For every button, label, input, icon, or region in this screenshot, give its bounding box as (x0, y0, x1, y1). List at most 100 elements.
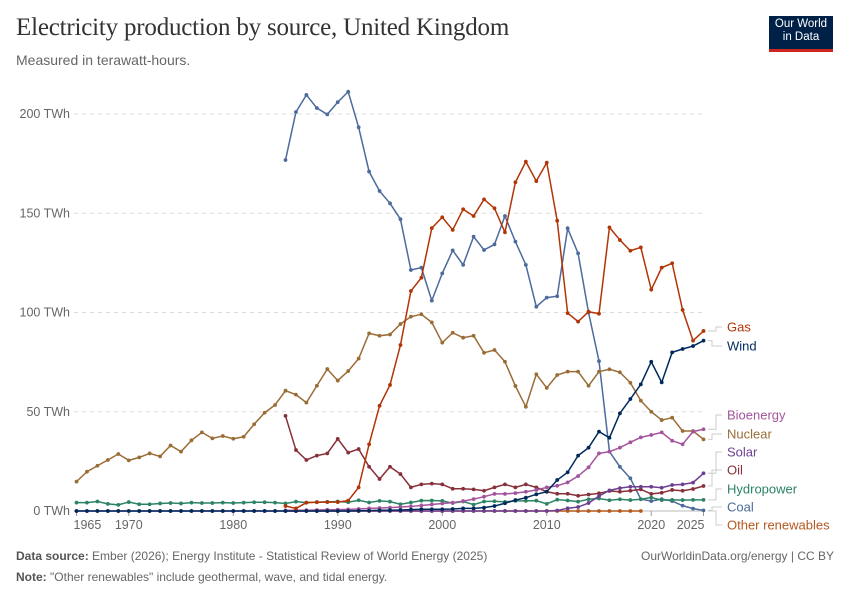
series-wind (74, 338, 706, 513)
series-line-oil (284, 415, 704, 497)
data-point-other-renewables (597, 509, 601, 513)
data-point-nuclear (158, 454, 163, 459)
data-point-nuclear (565, 369, 570, 374)
data-point-wind (523, 495, 528, 500)
data-point-hydropower (586, 497, 591, 502)
data-point-oil (628, 488, 633, 493)
data-point-hydropower (628, 498, 633, 502)
data-point-oil (565, 491, 570, 496)
data-point-nuclear (388, 332, 392, 337)
data-point-nuclear (523, 404, 528, 409)
data-point-nuclear (670, 415, 675, 420)
data-point-wind (409, 507, 413, 512)
data-point-oil (388, 464, 392, 469)
data-point-wind (158, 509, 163, 513)
legend-label-nuclear[interactable]: Nuclear (727, 427, 772, 442)
data-point-gas (607, 225, 612, 230)
data-point-nuclear (356, 356, 361, 361)
series-bioenergy (283, 427, 706, 513)
data-point-wind (440, 507, 445, 512)
legend-label-wind[interactable]: Wind (727, 339, 757, 354)
data-point-oil (409, 485, 413, 490)
data-point-bioenergy (482, 494, 486, 499)
data-point-oil (649, 492, 654, 496)
data-point-wind (607, 435, 612, 440)
owid-logo[interactable]: Our World in Data (769, 16, 833, 52)
series-line-wind (76, 340, 704, 512)
data-point-gas (670, 261, 675, 266)
data-point-wind (105, 509, 110, 513)
legend-label-hydropower[interactable]: Hydropower (727, 482, 798, 497)
data-point-coal (461, 262, 466, 267)
data-point-hydropower (544, 501, 549, 506)
data-point-solar (691, 480, 695, 485)
data-point-bioenergy (607, 449, 612, 454)
data-point-coal (628, 476, 633, 481)
legend-label-coal[interactable]: Coal (727, 500, 754, 515)
data-point-nuclear (461, 335, 466, 340)
data-point-coal (314, 106, 319, 110)
x-tick-label: 2020 (637, 518, 665, 532)
data-point-hydropower (241, 500, 246, 505)
source-url-link[interactable]: OurWorldinData.org/energy | CC BY (641, 549, 834, 563)
data-point-nuclear (586, 383, 591, 388)
data-point-solar (701, 471, 706, 476)
data-point-wind (503, 501, 507, 506)
legend-label-oil[interactable]: Oil (727, 463, 743, 478)
data-point-oil (304, 458, 309, 462)
data-point-bioenergy (638, 435, 643, 440)
data-point-gas (576, 319, 580, 324)
data-point-oil (503, 482, 507, 487)
data-point-oil (523, 482, 528, 487)
data-point-hydropower (691, 497, 695, 502)
data-point-coal (482, 248, 486, 252)
data-point-hydropower (419, 498, 424, 503)
data-point-oil (450, 486, 455, 491)
data-point-wind (544, 489, 549, 494)
data-point-nuclear (555, 373, 560, 377)
data-point-hydropower (701, 497, 706, 502)
data-point-coal (398, 217, 403, 222)
data-point-bioenergy (680, 442, 685, 447)
data-point-solar (638, 484, 643, 489)
data-point-wind (137, 509, 142, 513)
data-point-hydropower (659, 498, 664, 502)
data-point-nuclear (314, 383, 319, 388)
data-point-bioenergy (534, 488, 539, 492)
data-point-nuclear (607, 367, 612, 372)
legend-label-bioenergy[interactable]: Bioenergy (727, 408, 786, 423)
x-tick-label: 1965 (74, 518, 102, 532)
legend-label-solar[interactable]: Solar (727, 445, 758, 460)
data-point-gas (367, 442, 371, 447)
data-point-gas (482, 197, 486, 202)
data-point-nuclear (659, 418, 664, 422)
data-point-oil (346, 450, 351, 455)
data-point-oil (471, 487, 476, 492)
data-point-nuclear (231, 436, 236, 441)
data-point-wind (429, 507, 434, 512)
data-point-hydropower (388, 499, 392, 504)
data-point-wind (513, 498, 518, 502)
data-point-hydropower (649, 495, 654, 500)
data-point-oil (576, 493, 580, 498)
data-point-gas (409, 289, 413, 293)
data-point-wind (659, 380, 664, 385)
data-point-oil (586, 492, 591, 497)
data-point-bioenergy (513, 491, 518, 496)
data-point-wind (680, 347, 685, 351)
data-point-oil (670, 488, 675, 492)
data-point-nuclear (273, 403, 277, 407)
data-point-wind (252, 509, 257, 513)
data-point-oil (440, 482, 445, 487)
data-point-nuclear (241, 434, 246, 439)
data-point-bioenergy (429, 502, 434, 507)
data-point-hydropower (398, 502, 403, 507)
data-point-wind (147, 509, 152, 513)
data-point-wind (273, 509, 277, 513)
legend-label-gas[interactable]: Gas (727, 320, 751, 335)
data-point-gas (659, 265, 664, 270)
data-point-bioenergy (586, 465, 591, 470)
legend-label-other-renewables[interactable]: Other renewables (727, 518, 830, 533)
data-point-solar (503, 509, 507, 513)
data-point-oil (680, 488, 685, 493)
